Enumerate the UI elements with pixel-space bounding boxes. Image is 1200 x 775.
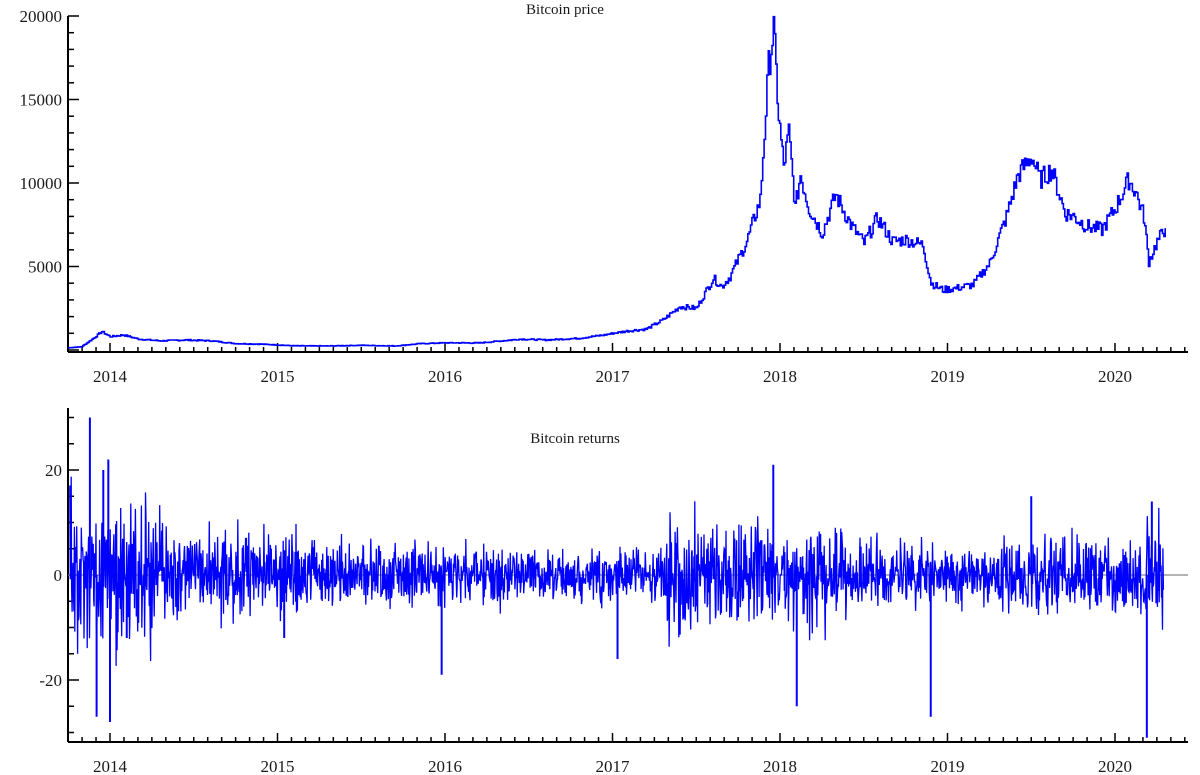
x-tick-label: 2017 (596, 367, 631, 386)
x-tick-label: 2017 (596, 757, 631, 775)
x-tick-label: 2018 (763, 367, 797, 386)
price-line (68, 15, 1166, 349)
y-tick-label: -20 (39, 671, 62, 690)
y-tick-label: 0 (54, 566, 63, 585)
x-tick-label: 2015 (261, 367, 295, 386)
returns-chart: -20 0 20 2014 2015 2016 2017 2018 2019 2020 (39, 408, 1188, 775)
price-chart-title: Bitcoin price (526, 2, 604, 18)
x-tick-label: 2014 (93, 367, 128, 386)
x-tick-label: 2015 (261, 757, 295, 775)
x-tick-label: 2019 (931, 757, 965, 775)
x-tick-label: 2016 (428, 367, 462, 386)
x-tick-label: 2018 (763, 757, 797, 775)
price-chart: 5000 10000 15000 20000 2014 2015 2016 2017 2018 2… (20, 7, 1188, 386)
x-tick-label: 2020 (1098, 757, 1132, 775)
y-tick-label: 15000 (20, 91, 63, 110)
y-tick-label: 10000 (20, 174, 63, 193)
y-tick-label: 20000 (20, 7, 63, 26)
x-tick-label: 2014 (93, 757, 128, 775)
y-tick-label: 20 (45, 461, 62, 480)
y-tick-label: 5000 (28, 258, 62, 277)
x-tick-label: 2020 (1098, 367, 1132, 386)
x-tick-label: 2019 (931, 367, 965, 386)
returns-chart-title: Bitcoin returns (530, 431, 620, 447)
x-tick-label: 2016 (428, 757, 462, 775)
